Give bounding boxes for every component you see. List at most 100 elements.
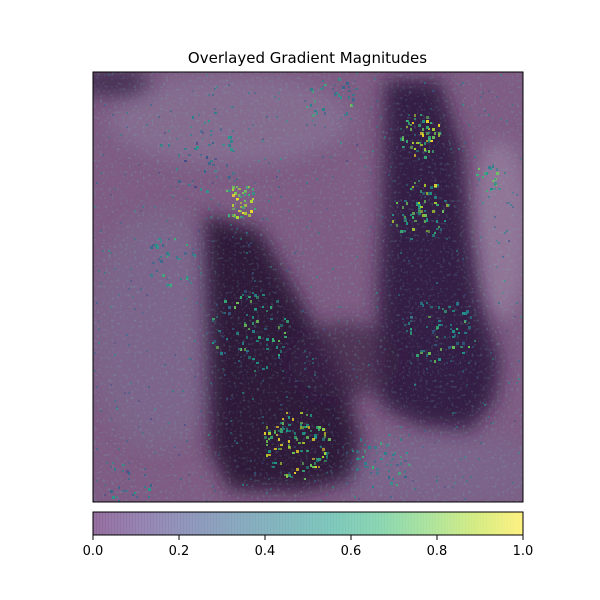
gradient-pixel [396, 224, 398, 227]
gradient-pixel [252, 192, 255, 195]
gradient-pixel [228, 84, 230, 86]
gradient-pixel [128, 392, 130, 394]
gradient-pixel [236, 228, 238, 230]
gradient-pixel [314, 480, 316, 482]
gradient-pixel [368, 364, 370, 366]
gradient-pixel [344, 114, 347, 116]
gradient-pixel [488, 416, 490, 418]
gradient-pixel [170, 110, 172, 112]
gradient-pixel [490, 352, 492, 354]
gradient-pixel [418, 206, 421, 209]
gradient-pixel [372, 466, 374, 469]
gradient-pixel [402, 206, 404, 209]
gradient-pixel [166, 256, 168, 258]
gradient-pixel [462, 370, 464, 372]
gradient-pixel [436, 204, 439, 206]
gradient-pixel [410, 238, 413, 240]
gradient-pixel [162, 274, 165, 277]
gradient-pixel [418, 210, 420, 213]
gradient-pixel [194, 376, 196, 378]
gradient-pixel [150, 274, 153, 277]
gradient-pixel [444, 220, 446, 222]
gradient-pixel [458, 332, 460, 334]
gradient-pixel [254, 182, 256, 184]
gradient-pixel [476, 184, 478, 186]
gradient-pixel [380, 442, 382, 445]
gradient-pixel [450, 360, 452, 362]
gradient-pixel [160, 260, 163, 263]
gradient-pixel [230, 432, 232, 434]
gradient-pixel [406, 120, 409, 122]
gradient-pixel [244, 204, 247, 207]
gradient-pixel [240, 238, 242, 240]
gradient-pixel [436, 282, 438, 284]
gradient-pixel [282, 418, 284, 420]
gradient-pixel [350, 462, 352, 464]
gradient-pixel [114, 342, 116, 344]
gradient-pixel [96, 480, 98, 482]
colorbar-frame [92, 511, 524, 536]
gradient-pixel [104, 104, 106, 106]
gradient-pixel [456, 302, 459, 305]
gradient-pixel [188, 358, 190, 360]
gradient-pixel [114, 468, 116, 471]
gradient-pixel [324, 112, 326, 115]
gradient-pixel [356, 464, 358, 466]
gradient-pixel [294, 436, 297, 439]
gradient-pixel [254, 370, 256, 372]
gradient-pixel [312, 114, 315, 117]
gradient-pixel [242, 392, 244, 394]
gradient-pixel [312, 438, 315, 441]
gradient-pixel [426, 120, 429, 123]
gradient-pixel [448, 306, 451, 308]
gradient-pixel [424, 142, 426, 144]
gradient-pixel [520, 158, 522, 160]
gradient-pixel [246, 232, 248, 234]
gradient-pixel [422, 192, 425, 195]
gradient-pixel [208, 434, 210, 436]
gradient-pixel [110, 194, 112, 196]
gradient-pixel [284, 336, 287, 338]
gradient-pixel [298, 442, 301, 444]
gradient-pixel [274, 96, 276, 98]
gradient-pixel [394, 200, 396, 202]
gradient-pixel [462, 82, 464, 84]
gradient-pixel [240, 356, 242, 358]
gradient-pixel [268, 438, 270, 440]
gradient-pixel [236, 208, 238, 210]
colorbar-ticks: 0.0 0.2 0.4 0.6 0.8 1.0 [83, 535, 533, 559]
gradient-pixel [288, 210, 290, 212]
gradient-pixel [250, 242, 252, 244]
gradient-pixel [428, 140, 430, 143]
gradient-pixel [134, 492, 136, 494]
gradient-pixel [170, 186, 172, 188]
gradient-pixel [192, 248, 194, 250]
gradient-pixel [126, 112, 128, 114]
gradient-pixel [406, 452, 408, 454]
gradient-pixel [400, 438, 402, 441]
gradient-pixel [268, 200, 270, 202]
gradient-pixel [424, 82, 426, 84]
gradient-pixel [360, 438, 362, 441]
gradient-pixel [312, 202, 314, 204]
gradient-pixel [158, 238, 161, 240]
gradient-pixel [432, 330, 435, 332]
gradient-pixel [246, 336, 248, 339]
gradient-pixel [306, 414, 308, 416]
gradient-pixel [384, 348, 386, 350]
gradient-pixel [316, 458, 318, 460]
gradient-pixel [422, 134, 424, 137]
gradient-pixel [200, 476, 202, 478]
gradient-pixel [248, 186, 250, 188]
gradient-pixel [450, 328, 452, 330]
gradient-pixel [242, 294, 244, 296]
gradient-pixel [222, 144, 225, 146]
gradient-pixel [296, 468, 299, 471]
gradient-pixel [188, 154, 191, 156]
gradient-pixel [208, 208, 210, 210]
gradient-pixel [272, 466, 275, 468]
gradient-pixel [420, 144, 423, 146]
gradient-pixel [404, 216, 406, 219]
gradient-pixel [126, 470, 129, 473]
gradient-pixel [444, 336, 446, 338]
